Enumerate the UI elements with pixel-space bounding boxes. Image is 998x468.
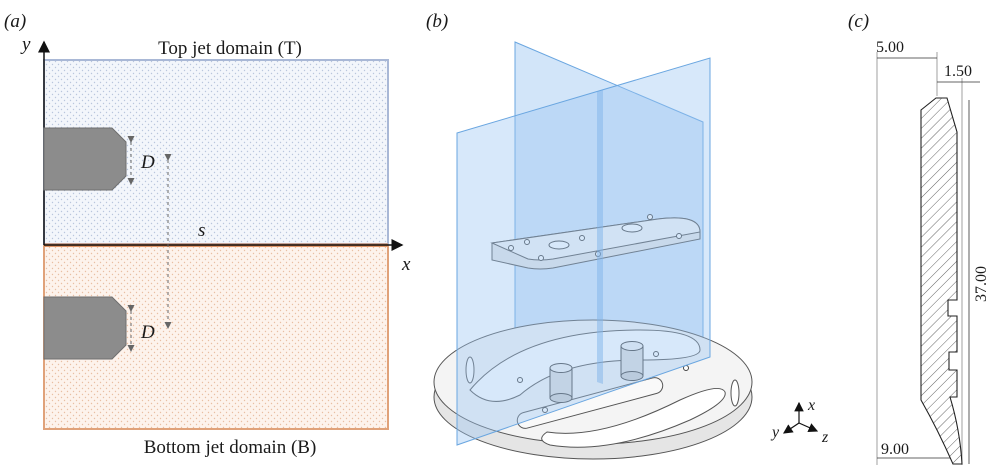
dim-d-top-label: D bbox=[140, 152, 155, 173]
bottom-domain-title: Bottom jet domain (B) bbox=[144, 437, 317, 458]
base-plate bbox=[433, 319, 753, 460]
panel-c-label: (c) bbox=[848, 11, 869, 32]
top-nozzle bbox=[43, 127, 127, 191]
panel-c: (c) 5.00 1.50 37.00 9.00 bbox=[848, 11, 990, 465]
bottom-nozzle bbox=[43, 296, 127, 360]
dim-d-bottom-label: D bbox=[140, 322, 155, 343]
triad-x-label: x bbox=[807, 397, 815, 414]
x-axis-label: x bbox=[401, 254, 411, 275]
dim-bottom-width-label: 9.00 bbox=[881, 441, 909, 458]
triad-z-label: z bbox=[821, 429, 829, 446]
top-domain-title: Top jet domain (T) bbox=[158, 38, 302, 59]
dim-height-label: 37.00 bbox=[973, 266, 990, 302]
plane-intersection bbox=[597, 90, 603, 384]
vertical-plane-front bbox=[456, 57, 711, 446]
nozzle-cross-section bbox=[920, 97, 963, 465]
panel-a-label: (a) bbox=[4, 11, 26, 32]
y-axis-label: y bbox=[20, 34, 31, 55]
top-plate bbox=[490, 214, 701, 270]
panel-b: (b) bbox=[426, 11, 829, 460]
dim-s-label: s bbox=[198, 220, 205, 241]
panel-b-label: (b) bbox=[426, 11, 448, 32]
triad-y-label: y bbox=[770, 424, 780, 441]
panel-a: (a) y x D D s Top jet domain (T) Bottom … bbox=[4, 11, 411, 458]
dim-chamfer-label: 1.50 bbox=[944, 63, 972, 80]
dim-top-width-label: 5.00 bbox=[876, 39, 904, 56]
coordinate-triad: x y z bbox=[770, 397, 829, 446]
